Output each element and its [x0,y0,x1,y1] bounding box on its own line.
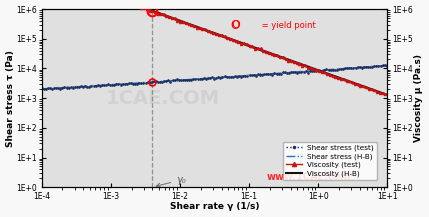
Shear stress (test) [206,78,211,81]
Text: 1CAE.COM: 1CAE.COM [106,89,220,108]
Shear stress (H-B) [311,69,317,72]
Line: Shear stress (H-B): Shear stress (H-B) [42,66,387,89]
Text: 仿真在線: 仿真在線 [294,153,317,163]
Viscosity (test) [323,72,328,74]
Shear stress (test) [383,64,388,66]
Viscosity (test) [226,37,231,40]
Shear stress (H-B) [375,65,380,67]
Shear stress (H-B) [375,65,380,67]
Viscosity (H-B) [375,90,380,93]
Text: O: O [231,19,240,32]
Text: = yield point: = yield point [260,21,316,30]
Y-axis label: Shear stress τ (Pa): Shear stress τ (Pa) [6,50,15,146]
X-axis label: Shear rate γ (1/s): Shear rate γ (1/s) [170,202,259,211]
Viscosity (test) [384,94,390,97]
Line: Viscosity (test): Viscosity (test) [40,0,389,97]
Line: Shear stress (test): Shear stress (test) [40,64,389,91]
Y-axis label: Viscosity μ (Pa.s): Viscosity μ (Pa.s) [414,54,423,142]
Line: Viscosity (H-B): Viscosity (H-B) [42,0,387,95]
Viscosity (test) [245,44,250,46]
Viscosity (test) [203,29,208,32]
Viscosity (H-B) [385,94,390,96]
Text: O: O [231,20,240,30]
Viscosity (H-B) [375,90,380,93]
Shear stress (test) [385,64,390,67]
Shear stress (test) [323,68,328,71]
Viscosity (H-B) [311,68,317,70]
Legend: Shear stress (test), Shear stress (H-B), Viscosity (test), Viscosity (H-B): Shear stress (test), Shear stress (H-B),… [283,141,377,180]
Viscosity (H-B) [198,27,203,30]
Shear stress (test) [245,73,251,76]
Viscosity (H-B) [207,30,212,33]
Viscosity (test) [385,94,390,96]
Viscosity (test) [377,91,382,94]
Shear stress (test) [204,77,209,80]
Shear stress (H-B) [385,64,390,67]
Shear stress (test) [227,75,232,77]
Shear stress (H-B) [57,87,62,89]
Viscosity (test) [205,30,211,32]
Shear stress (H-B) [207,77,212,80]
Shear stress (test) [377,65,382,67]
Shear stress (test) [44,88,49,91]
Text: www.1CAE.com: www.1CAE.com [266,172,351,182]
Text: γ₀: γ₀ [156,175,186,187]
Shear stress (test) [39,87,44,89]
Shear stress (H-B) [198,77,203,80]
Shear stress (H-B) [39,88,44,90]
